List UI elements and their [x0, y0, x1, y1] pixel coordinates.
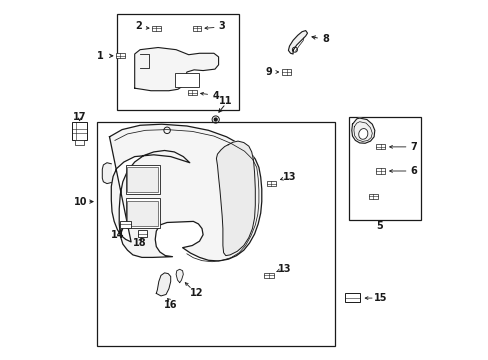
Bar — [345, 293, 360, 302]
Text: 7: 7 — [409, 142, 416, 152]
Bar — [264, 273, 273, 278]
Bar — [348, 117, 420, 220]
Bar — [375, 168, 384, 174]
Bar — [127, 167, 158, 192]
Bar — [282, 69, 290, 75]
Ellipse shape — [358, 129, 367, 139]
Bar — [117, 14, 239, 110]
Bar — [127, 201, 158, 226]
Polygon shape — [351, 118, 374, 143]
Bar — [72, 122, 87, 140]
Polygon shape — [134, 48, 218, 91]
Text: 17: 17 — [73, 112, 86, 122]
Text: 5: 5 — [375, 221, 382, 231]
Polygon shape — [216, 141, 255, 256]
Bar — [125, 165, 160, 194]
Text: 1: 1 — [97, 51, 103, 61]
Circle shape — [214, 118, 217, 121]
Text: 16: 16 — [163, 300, 177, 310]
Bar — [125, 198, 160, 228]
Bar — [97, 122, 334, 346]
Bar — [116, 53, 124, 58]
Polygon shape — [176, 269, 183, 283]
Bar — [175, 73, 199, 87]
Bar — [120, 221, 131, 228]
Text: 15: 15 — [373, 293, 386, 303]
Polygon shape — [102, 163, 111, 184]
Polygon shape — [109, 124, 261, 261]
Bar — [138, 230, 147, 237]
Text: 13: 13 — [282, 172, 296, 182]
Bar — [152, 26, 160, 31]
Text: 11: 11 — [219, 96, 232, 106]
Text: 8: 8 — [322, 34, 328, 44]
Bar — [266, 181, 276, 186]
Polygon shape — [288, 31, 307, 54]
Text: 9: 9 — [265, 67, 272, 77]
Text: 6: 6 — [409, 166, 416, 176]
Text: 10: 10 — [74, 197, 87, 207]
Text: 3: 3 — [218, 21, 225, 31]
Text: 18: 18 — [133, 238, 146, 248]
Bar — [75, 140, 83, 145]
Bar — [192, 26, 201, 31]
Text: 2: 2 — [135, 21, 142, 31]
Bar — [187, 90, 196, 95]
Text: 13: 13 — [278, 264, 291, 274]
Polygon shape — [156, 273, 170, 296]
Text: 12: 12 — [190, 288, 203, 298]
Text: 14: 14 — [111, 230, 124, 240]
Bar — [368, 194, 377, 199]
Text: 4: 4 — [212, 91, 219, 102]
Bar — [375, 144, 384, 149]
